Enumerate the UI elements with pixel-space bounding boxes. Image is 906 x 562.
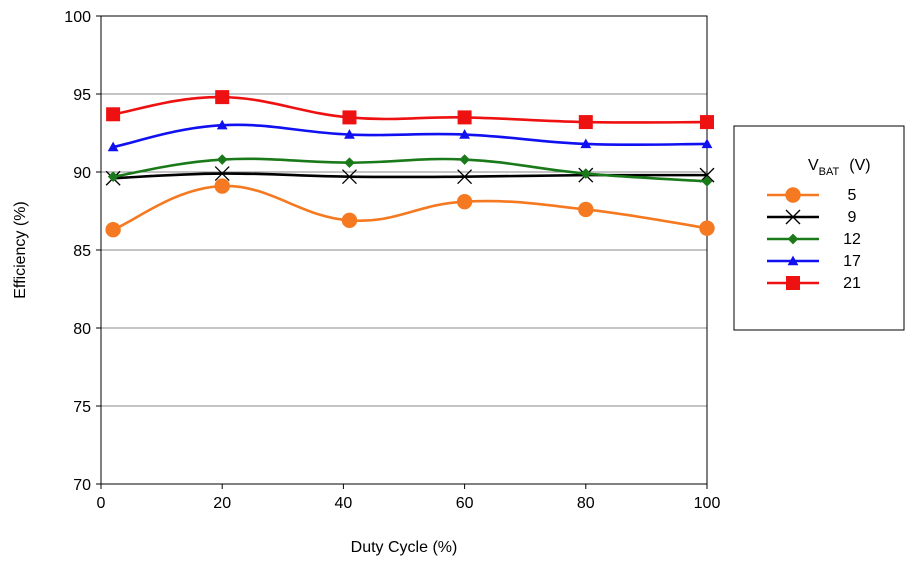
data-point bbox=[699, 220, 715, 236]
data-point-stroke bbox=[214, 166, 230, 182]
legend-title-subscript: BAT bbox=[819, 166, 840, 178]
data-point bbox=[457, 169, 473, 185]
series-21 bbox=[106, 90, 714, 130]
data-point bbox=[459, 129, 470, 139]
y-tick-label: 85 bbox=[73, 243, 91, 260]
legend-item-label: 12 bbox=[843, 231, 861, 248]
y-tick-label: 75 bbox=[73, 399, 91, 416]
data-point bbox=[787, 233, 799, 245]
data-point bbox=[105, 222, 121, 238]
grid-lines bbox=[101, 93, 707, 407]
y-tick-label: 95 bbox=[73, 87, 91, 104]
series-lines bbox=[105, 90, 715, 238]
data-point bbox=[107, 171, 119, 182]
y-axis-label: Efficiency (%) bbox=[12, 201, 29, 299]
y-tick-label: 80 bbox=[73, 321, 91, 338]
data-point bbox=[701, 176, 713, 187]
data-point bbox=[701, 138, 713, 149]
series-5 bbox=[105, 178, 715, 238]
series-12 bbox=[107, 154, 713, 187]
data-point bbox=[700, 115, 714, 130]
data-point bbox=[106, 107, 121, 122]
series-line bbox=[112, 184, 708, 231]
data-point bbox=[580, 168, 592, 179]
data-point bbox=[107, 141, 119, 152]
data-point bbox=[341, 212, 358, 229]
data-point-stroke bbox=[342, 169, 357, 185]
data-point bbox=[216, 154, 228, 165]
x-tick-label: 20 bbox=[213, 495, 231, 512]
data-point bbox=[215, 90, 230, 105]
x-tick-label: 40 bbox=[335, 495, 353, 512]
data-point bbox=[578, 115, 593, 130]
data-point bbox=[785, 187, 801, 203]
legend-title: VBAT (V) bbox=[808, 157, 871, 178]
legend-item-21: 21 bbox=[767, 275, 861, 292]
legend-item-label: 9 bbox=[848, 209, 857, 226]
data-point bbox=[578, 201, 594, 218]
data-point bbox=[344, 157, 355, 168]
data-point bbox=[787, 255, 799, 266]
legend-item-12: 12 bbox=[767, 231, 861, 248]
legend-item-label: 17 bbox=[843, 253, 861, 270]
data-point bbox=[580, 138, 592, 149]
data-point bbox=[459, 154, 470, 165]
legend-items: 5 9 12 17 21 bbox=[767, 187, 861, 292]
legend-box bbox=[733, 125, 905, 331]
series-17 bbox=[107, 119, 713, 152]
x-axis-ticks: 0 20 40 60 80 100 bbox=[97, 484, 721, 512]
series-line bbox=[112, 95, 708, 124]
y-axis-ticks: 70 75 80 85 90 95 100 bbox=[64, 9, 101, 494]
legend-title-main: V bbox=[808, 157, 819, 174]
data-point bbox=[214, 166, 230, 182]
legend-item-5: 5 bbox=[767, 187, 857, 204]
x-tick-label: 0 bbox=[97, 495, 106, 512]
legend-item-9: 9 bbox=[767, 209, 857, 226]
data-point bbox=[214, 178, 230, 194]
x-tick-label: 80 bbox=[577, 495, 595, 512]
x-tick-label: 100 bbox=[694, 495, 721, 512]
data-point bbox=[344, 129, 355, 139]
legend-item-label: 21 bbox=[843, 275, 861, 292]
data-point bbox=[342, 110, 357, 125]
data-point bbox=[456, 193, 473, 210]
y-tick-label: 100 bbox=[64, 9, 91, 26]
data-point bbox=[457, 110, 472, 125]
data-point bbox=[342, 169, 357, 185]
x-axis-label: Duty Cycle (%) bbox=[351, 539, 458, 556]
data-point-stroke bbox=[457, 169, 473, 185]
data-point bbox=[785, 209, 801, 225]
x-tick-label: 60 bbox=[456, 495, 474, 512]
legend: VBAT (V) 5 9 12 17 21 bbox=[733, 125, 905, 331]
legend-title-unit: (V) bbox=[849, 157, 870, 174]
data-point bbox=[216, 119, 228, 130]
data-point-stroke bbox=[785, 209, 801, 225]
series-line bbox=[112, 123, 708, 149]
legend-item-label: 5 bbox=[848, 187, 857, 204]
y-tick-label: 70 bbox=[73, 477, 91, 494]
data-point bbox=[786, 276, 800, 290]
series-line bbox=[112, 157, 708, 183]
legend-item-17: 17 bbox=[767, 253, 861, 270]
y-tick-label: 90 bbox=[73, 165, 91, 182]
